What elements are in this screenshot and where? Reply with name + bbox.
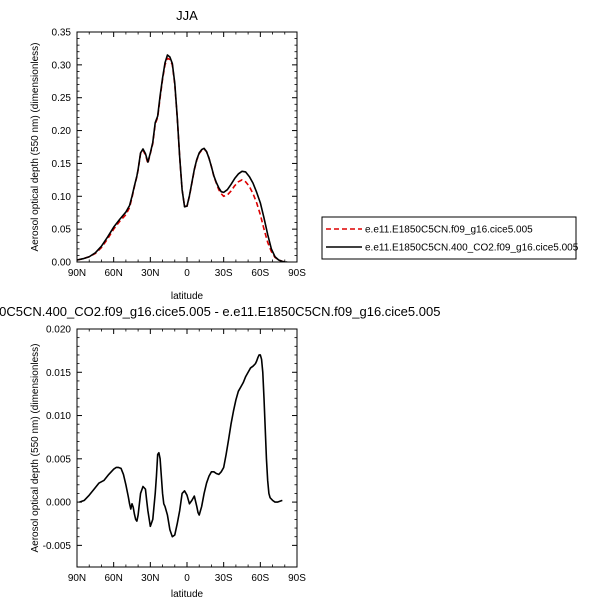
y-tick-label: 0.30 [52, 60, 72, 71]
x-tick-label: 90N [68, 573, 86, 584]
y-tick-label: 0.10 [52, 192, 72, 203]
x-tick-label: 30S [215, 573, 233, 584]
series-line-2 [77, 54, 288, 262]
x-axis-label: latitude [171, 291, 204, 302]
legend-label-2: e.e11.E1850C5CN.400_CO2.f09_g16.cice5.00… [365, 243, 579, 254]
x-tick-label: 30N [141, 268, 159, 279]
y-axis-label: Aerosol optical depth (550 nm) (dimensio… [30, 344, 41, 553]
y-tick-label: 0.015 [46, 368, 71, 379]
x-tick-label: 90S [288, 573, 306, 584]
y-tick-label: 0.000 [46, 498, 71, 509]
chart-title: e.e11.E1850C5CN.400_CO2.f09_g16.cice5.00… [0, 304, 440, 319]
series-line-1 [77, 57, 288, 262]
y-tick-label: 0.020 [46, 325, 71, 336]
y-tick-label: 0.010 [46, 411, 71, 422]
y-tick-label: 0.005 [46, 454, 71, 465]
y-tick-label: 0.25 [52, 93, 72, 104]
y-tick-label: 0.35 [52, 28, 72, 39]
y-tick-label: 0.00 [52, 258, 72, 269]
plot-frame [76, 328, 298, 568]
series-line-1 [79, 354, 283, 538]
chart-title: JJA [176, 8, 198, 23]
x-tick-label: 60S [251, 268, 269, 279]
x-tick-label: 60N [104, 268, 122, 279]
y-tick-label: 0.20 [52, 126, 72, 137]
legend: e.e11.E1850C5CN.f09_g16.cice5.005 e.e11.E… [321, 216, 579, 260]
x-axis-label: latitude [171, 589, 204, 600]
x-tick-label: 0 [184, 573, 190, 584]
legend-box [321, 216, 577, 260]
y-axis-label: Aerosol optical depth (550 nm) (dimensio… [30, 43, 41, 252]
x-tick-label: 60N [104, 573, 122, 584]
y-tick-label: -0.005 [43, 541, 72, 552]
y-tick-label: 0.05 [52, 225, 72, 236]
chart-panel-2 [76, 328, 298, 568]
y-tick-label: 0.15 [52, 159, 72, 170]
x-tick-label: 30N [141, 573, 159, 584]
x-tick-label: 0 [184, 268, 190, 279]
x-tick-label: 90N [68, 268, 86, 279]
x-tick-label: 60S [251, 573, 269, 584]
legend-label-1: e.e11.E1850C5CN.f09_g16.cice5.005 [365, 225, 533, 236]
chart-panel-1: e.e11.E1850C5CN.f09_g16.cice5.005 e.e11.E… [76, 31, 579, 263]
x-tick-label: 30S [215, 268, 233, 279]
x-tick-label: 90S [288, 268, 306, 279]
